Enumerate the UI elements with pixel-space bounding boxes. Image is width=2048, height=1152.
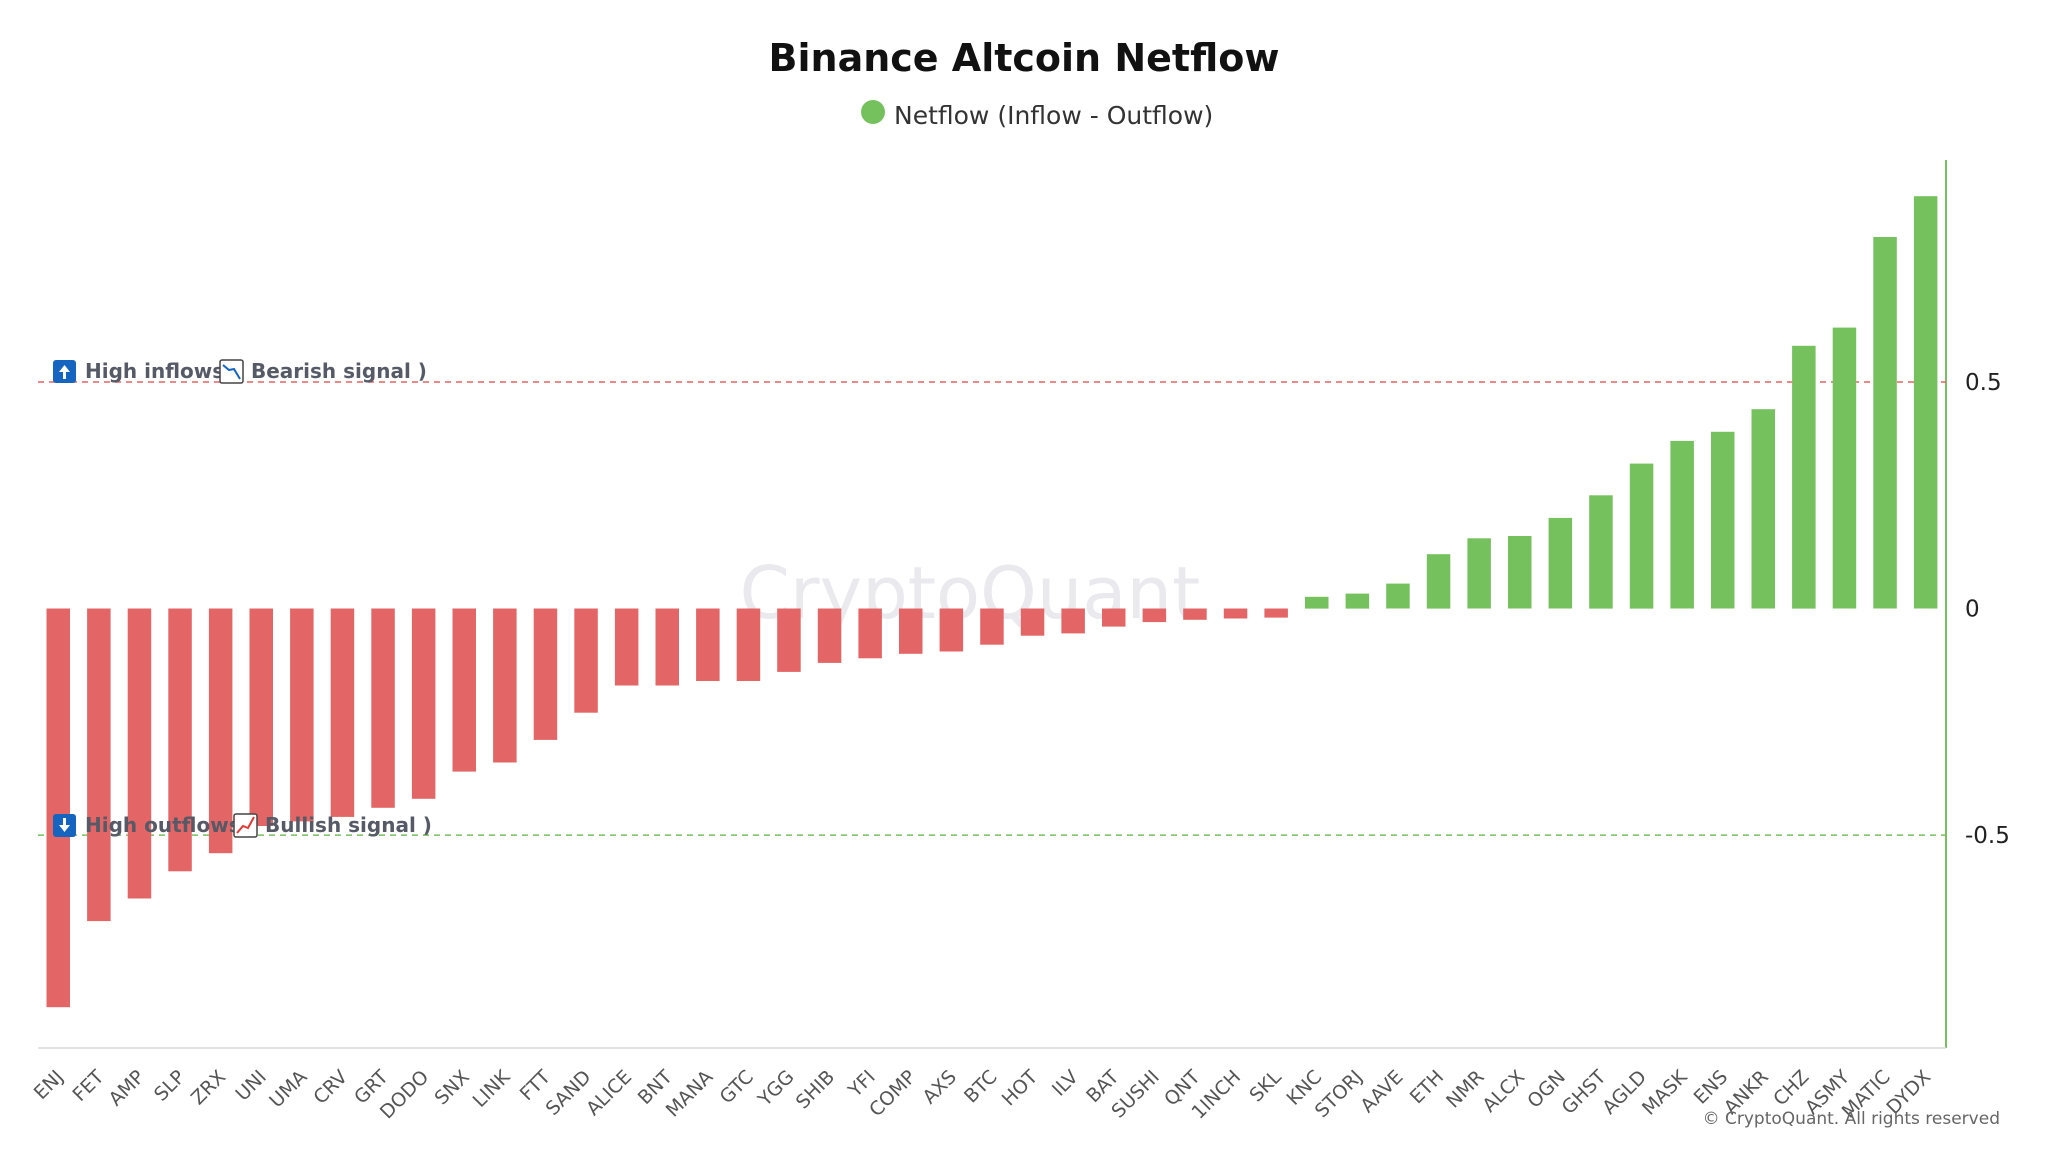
bar-nmr: [1467, 538, 1491, 609]
bar-slp: [168, 608, 192, 872]
bar-axs: [939, 608, 964, 652]
bullish-signal-label: Bullish signal ): [265, 813, 432, 837]
high-outflows-annotation: High outflows ( Bullish signal ): [53, 813, 432, 838]
bar-link: [493, 608, 517, 763]
x-tick-label: MASK: [1638, 1066, 1692, 1120]
bar-dodo: [411, 608, 436, 799]
x-tick-label: UMA: [265, 1066, 311, 1112]
bar-1inch: [1223, 608, 1248, 619]
bar-knc: [1305, 596, 1329, 609]
bar-asmy: [1832, 327, 1857, 609]
bar-alcx: [1508, 536, 1532, 609]
x-tick-label: ILV: [1048, 1066, 1083, 1101]
legend[interactable]: Netflow (Inflow - Outflow): [861, 100, 1213, 130]
x-tick-label: LINK: [469, 1066, 515, 1112]
high-inflows-annotation: High inflows ( Bearish signal ): [53, 359, 427, 384]
x-tick-label: FET: [68, 1066, 108, 1106]
x-tick-label: GHST: [1558, 1066, 1611, 1119]
bar-aave: [1386, 583, 1410, 609]
bar-ankr: [1751, 409, 1775, 609]
x-tick-label: SKL: [1245, 1066, 1286, 1107]
x-tick-label: MANA: [662, 1066, 718, 1122]
y-tick-label: 0.5: [1965, 370, 2002, 396]
chart-title: Binance Altcoin Netflow: [769, 36, 1280, 80]
bar-chz: [1792, 345, 1816, 609]
bar-shib: [817, 608, 842, 663]
bar-agld: [1629, 463, 1654, 609]
x-tick-label: AAVE: [1356, 1066, 1407, 1117]
bar-enj: [46, 608, 70, 1008]
high-outflows-label: High outflows (: [85, 813, 257, 837]
bar-zrx: [208, 608, 233, 854]
bar-fet: [87, 608, 111, 922]
x-tick-label: CRV: [309, 1066, 352, 1109]
x-tick-label: COMP: [865, 1066, 920, 1121]
bar-amp: [127, 608, 152, 899]
bar-uni: [249, 608, 273, 826]
bar-sushi: [1142, 608, 1167, 623]
x-tick-label: AGLD: [1598, 1066, 1651, 1119]
bar-yfi: [858, 608, 882, 659]
legend-marker: [861, 100, 885, 124]
x-tick-label: SHIB: [792, 1066, 839, 1113]
legend-label: Netflow (Inflow - Outflow): [894, 101, 1213, 130]
bar-crv: [330, 608, 355, 817]
chart-increasing-icon: [233, 813, 258, 838]
bar-mask: [1670, 440, 1694, 609]
y-tick-labels: 0.5 0 -0.5: [1965, 370, 2010, 849]
copyright-notice: © CryptoQuant. All rights reserved: [1703, 1109, 2000, 1129]
bar-uma: [290, 608, 314, 822]
watermark: CryptoQuant: [740, 551, 1201, 635]
x-tick-label: ETH: [1406, 1066, 1448, 1108]
x-tick-label: UNI: [231, 1066, 270, 1105]
bar-alice: [614, 608, 639, 686]
bar-btc: [980, 608, 1004, 645]
bar-bnt: [655, 608, 679, 686]
x-tick-label: AXS: [918, 1066, 960, 1108]
bar-hot: [1020, 608, 1045, 636]
bar-dydx: [1913, 196, 1938, 609]
bar-matic: [1873, 237, 1897, 609]
bar-ilv: [1061, 608, 1085, 634]
bar-ftt: [533, 608, 558, 740]
bearish-signal-label: Bearish signal ): [251, 359, 427, 383]
x-tick-label: SAND: [542, 1066, 596, 1120]
bar-storj: [1345, 593, 1370, 609]
x-tick-label: SNX: [430, 1066, 473, 1109]
bar-ogn: [1548, 517, 1573, 609]
bar-mana: [696, 608, 720, 681]
x-tick-label: ENJ: [30, 1066, 68, 1104]
bar-ens: [1711, 431, 1735, 609]
bar-gtc: [736, 608, 761, 681]
chart-decreasing-icon: [219, 359, 244, 384]
x-tick-label: ALCX: [1478, 1066, 1529, 1117]
x-tick-label: ZRX: [187, 1066, 230, 1109]
bar-ygg: [777, 608, 801, 672]
high-inflows-label: High inflows (: [85, 359, 240, 383]
x-tick-label: HOT: [998, 1066, 1043, 1111]
bar-skl: [1264, 608, 1288, 618]
bar-eth: [1426, 554, 1451, 609]
bar-sand: [574, 608, 598, 713]
x-tick-label: SLP: [150, 1066, 190, 1106]
bar-series: [46, 196, 1938, 1008]
x-tick-label: YGG: [753, 1066, 798, 1111]
x-tick-label: GTC: [716, 1066, 758, 1108]
y-tick-label: 0: [1965, 597, 1980, 623]
y-tick-label: -0.5: [1965, 823, 2010, 849]
x-tick-label: AMP: [105, 1066, 149, 1110]
x-tick-label: BTC: [960, 1066, 1002, 1108]
bar-grt: [371, 608, 395, 808]
bar-comp: [899, 608, 923, 654]
x-tick-label: ALICE: [582, 1066, 636, 1120]
bar-qnt: [1183, 608, 1207, 620]
bar-ghst: [1589, 495, 1613, 609]
bar-snx: [452, 608, 476, 772]
bar-bat: [1102, 608, 1126, 627]
